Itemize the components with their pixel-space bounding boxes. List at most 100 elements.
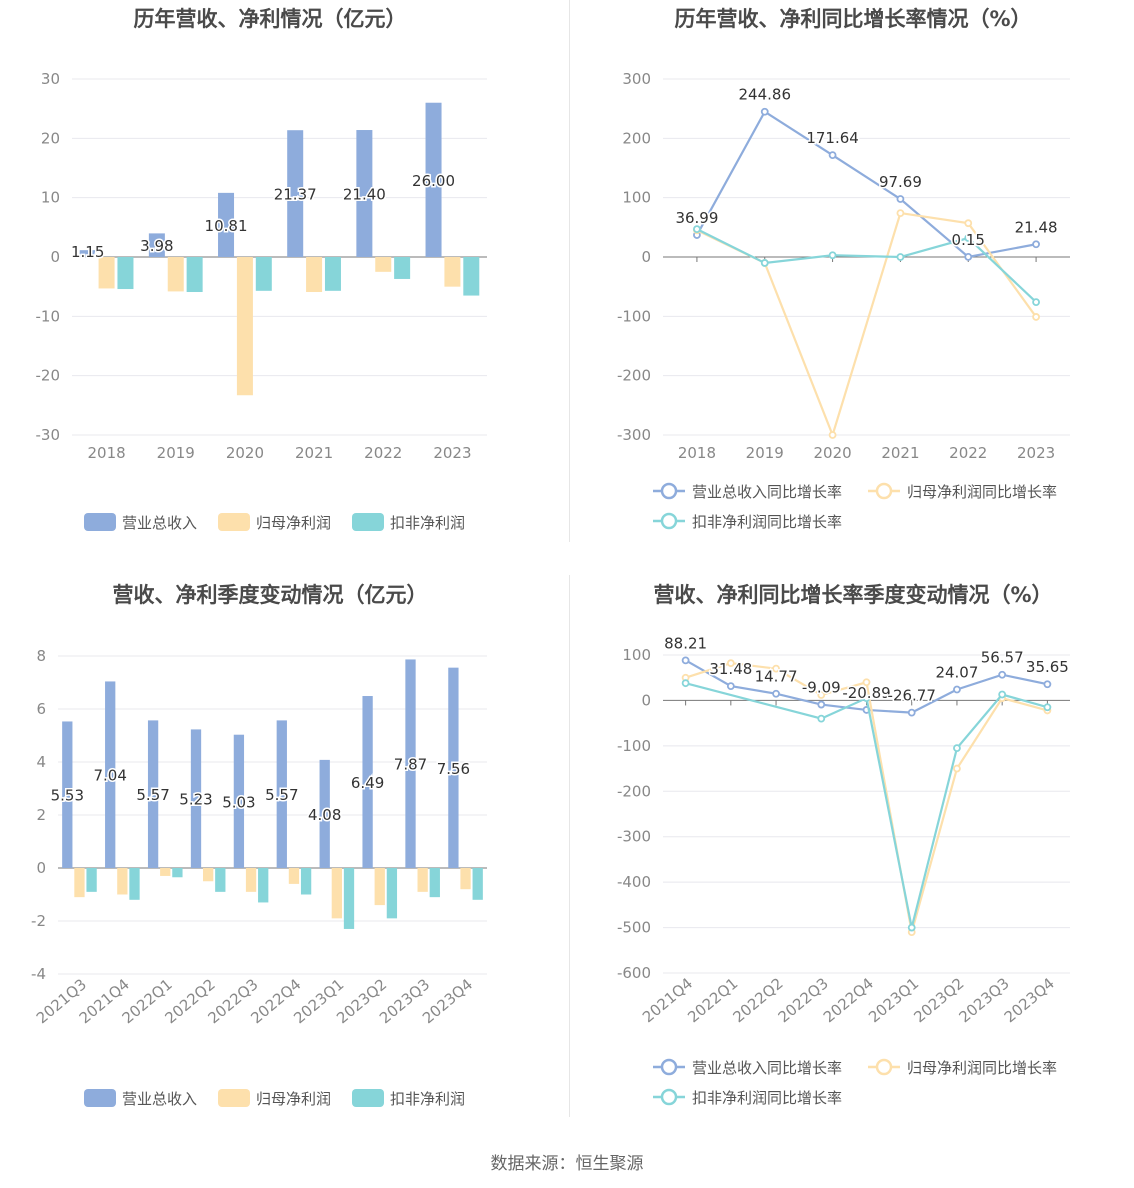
vertical-divider-bottom xyxy=(569,575,570,1117)
legend-swatch xyxy=(218,513,250,531)
data-point xyxy=(998,690,1007,699)
bar-revenue xyxy=(105,681,116,868)
bar-revenue xyxy=(356,130,373,257)
bar-data-label: 7.87 xyxy=(394,756,427,774)
data-point xyxy=(862,678,871,687)
quarterly-growth-rate-svg: 营收、净利同比增长率季度变动情况（%） 100 0 -100 -200 -300 -400 -… xyxy=(617,583,1070,1107)
data-point xyxy=(1032,313,1040,321)
data-point xyxy=(907,708,916,717)
point-data-label: 36.99 xyxy=(675,209,718,227)
bar-revenue xyxy=(425,102,442,257)
bar-revenue xyxy=(362,696,373,868)
point-data-label: 88.21 xyxy=(664,634,707,652)
y-tick-label: -600 xyxy=(617,964,651,982)
bar-data-label: 5.57 xyxy=(136,786,169,804)
series-line-deducted-net-growth xyxy=(685,682,1048,928)
bar-deducted-net xyxy=(394,257,411,279)
legend-label: 归母净利润同比增长率 xyxy=(907,483,1057,501)
bar-parent-net xyxy=(444,257,461,287)
bar-data-label: 21.37 xyxy=(274,186,317,204)
y-tick-label: 100 xyxy=(622,646,651,664)
bar-deducted-net xyxy=(215,868,226,892)
bar-deducted-net xyxy=(255,257,272,291)
bar-revenue xyxy=(147,720,159,868)
bar-deducted-net xyxy=(343,868,355,929)
x-tick-label: 2022Q3 xyxy=(775,974,832,1026)
chart-title: 历年营收、净利同比增长率情况（%） xyxy=(674,7,1031,31)
x-tick-label: 2022Q2 xyxy=(729,974,786,1026)
data-point xyxy=(953,744,961,753)
bar-deducted-net xyxy=(258,868,269,903)
bar-data-label: 5.23 xyxy=(179,791,212,809)
bar-parent-net xyxy=(375,257,392,272)
point-data-label: 244.86 xyxy=(739,86,792,104)
y-tick-label: 100 xyxy=(622,189,651,207)
y-tick-label: -400 xyxy=(617,873,651,891)
x-tick-label: 2023 xyxy=(1017,444,1055,462)
chart-group: 营收、净利季度变动情况（亿元）86420-2-42021Q32021Q42022… xyxy=(31,583,487,1108)
y-tick-label: 2 xyxy=(36,806,46,824)
x-tick-label: 2019 xyxy=(746,444,784,462)
data-point xyxy=(760,107,769,116)
x-tick-label: 2021 xyxy=(881,444,919,462)
series-line-parent-net-growth xyxy=(696,211,1037,439)
legend-swatch xyxy=(84,513,116,531)
data-point xyxy=(1043,703,1052,712)
bar-parent-net xyxy=(117,868,128,895)
data-point xyxy=(896,195,905,203)
x-tick-label: 2019 xyxy=(157,444,195,462)
x-tick-label: 2022Q4 xyxy=(820,974,877,1026)
point-data-label: 0.15 xyxy=(952,231,985,249)
data-point xyxy=(896,209,905,217)
x-tick-label: 2020 xyxy=(813,444,851,462)
quarterly-revenue-profit-svg: 营收、净利季度变动情况（亿元）86420-2-42021Q32021Q42022… xyxy=(31,583,487,1108)
legend-swatch xyxy=(352,1089,384,1107)
data-point xyxy=(817,714,826,723)
point-data-label: 97.69 xyxy=(879,173,922,191)
x-tick-label: 2018 xyxy=(87,444,125,462)
legend-label: 扣非净利润 xyxy=(390,1090,465,1108)
bar-parent-net xyxy=(74,868,85,898)
bar-data-label: 4.08 xyxy=(308,806,341,824)
x-tick-label: 2021 xyxy=(295,444,333,462)
data-point xyxy=(907,923,916,932)
bar-parent-net xyxy=(460,868,471,890)
legend-label: 扣非净利润同比增长率 xyxy=(692,513,842,531)
data-point xyxy=(828,251,837,260)
y-tick-label: 0 xyxy=(641,691,651,709)
bar-parent-net xyxy=(331,868,342,919)
x-tick-label: 2023 xyxy=(433,444,471,462)
data-point xyxy=(828,431,837,439)
y-tick-label: 0 xyxy=(641,248,651,266)
quarterly-growth-rate-chart: 营收、净利同比增长率季度变动情况（%） 100 0 -100 -200 -300 -400 -… xyxy=(567,575,1134,1120)
y-tick-label: 0 xyxy=(36,859,46,877)
data-point xyxy=(953,685,961,694)
legend-label: 归母净利润 xyxy=(256,514,331,532)
data-point xyxy=(964,253,973,261)
bar-parent-net xyxy=(236,257,253,396)
legend-marker xyxy=(660,1058,678,1076)
bar-deducted-net xyxy=(172,868,183,878)
annual-growth-rate-chart: 历年营收、净利同比增长率情况（%） 300 200 100 0 -100 -200 -300 2… xyxy=(567,0,1134,545)
x-tick-label: 2023Q4 xyxy=(1001,974,1058,1026)
bar-parent-net xyxy=(374,868,385,906)
data-source-note: 数据来源：恒生聚源 xyxy=(490,1154,644,1174)
y-tick-label: -20 xyxy=(36,367,61,385)
bar-revenue xyxy=(148,233,165,257)
bar-data-label: 21.40 xyxy=(343,186,386,204)
data-point xyxy=(726,659,735,668)
bar-parent-net xyxy=(417,868,428,892)
x-tick-label: 2020 xyxy=(226,444,264,462)
data-point xyxy=(896,253,905,261)
data-point xyxy=(772,664,780,673)
bar-data-label: 3.98 xyxy=(140,237,173,255)
bar-deducted-net xyxy=(463,257,480,296)
legend-label: 营业总收入 xyxy=(122,1090,197,1108)
point-data-label: 56.57 xyxy=(981,649,1024,667)
annual-revenue-profit-chart: 历年营收、净利情况（亿元） 30 20 10 0 -10 -20 -30 2018 2019 202… xyxy=(0,0,567,545)
point-data-label: 14.77 xyxy=(755,668,798,686)
bar-revenue xyxy=(276,720,287,868)
chart-group: 历年营收、净利情况（亿元） 30 20 10 0 -10 -20 -30 2018 2019 202… xyxy=(36,7,487,532)
data-point xyxy=(693,225,701,234)
data-point xyxy=(681,656,690,665)
